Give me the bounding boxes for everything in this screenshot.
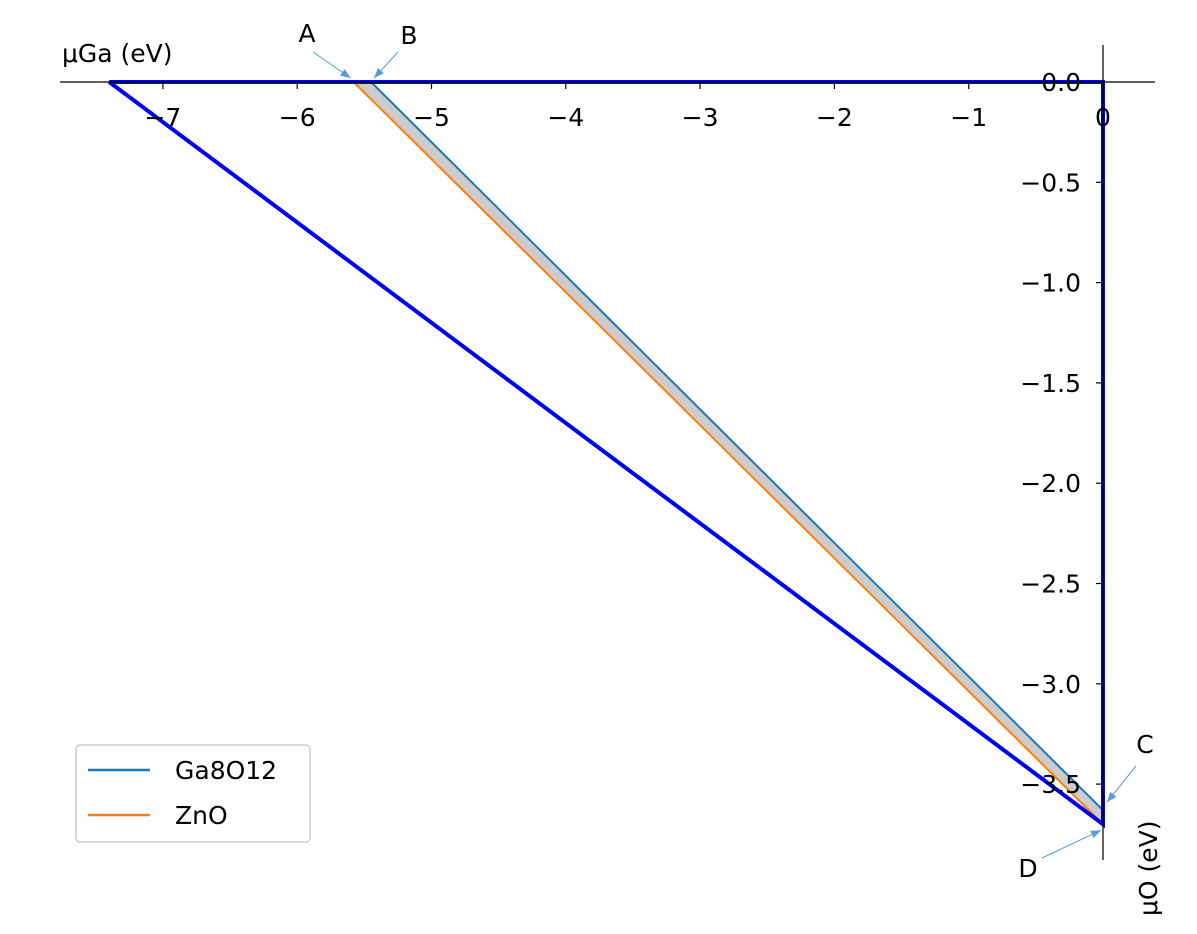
x-axis-title: μGa (eV) xyxy=(62,39,173,68)
y-tick-label: −1.0 xyxy=(1020,269,1081,298)
annotation-arrow-d xyxy=(1041,829,1102,859)
boundary-line xyxy=(107,80,1105,829)
annotation-label-d: D xyxy=(1018,854,1037,883)
series-line-ga8o12 xyxy=(370,81,1104,811)
y-axis-title: μO (eV) xyxy=(1134,820,1163,916)
series-line-zno xyxy=(352,81,1104,825)
y-tick-label: −2.0 xyxy=(1020,469,1081,498)
x-tick-label: −3 xyxy=(682,103,719,132)
x-tick-label: −4 xyxy=(547,103,584,132)
annotation-arrowhead-a xyxy=(340,69,351,78)
series-layer xyxy=(352,81,1104,825)
y-tick-label: −3.5 xyxy=(1020,770,1081,799)
y-tick-label: −0.5 xyxy=(1020,168,1081,197)
annotation-arrowhead-c xyxy=(1107,791,1117,803)
x-tick-label: −5 xyxy=(413,103,450,132)
annotation-label-a: A xyxy=(298,19,315,48)
annotation-arrowhead-d xyxy=(1090,830,1101,839)
y-tick-label: −3.0 xyxy=(1020,670,1081,699)
x-tick-label: −6 xyxy=(279,103,316,132)
x-tick-label: 0 xyxy=(1095,103,1111,132)
x-tick-label: −7 xyxy=(144,103,181,132)
y-tick-label: −2.5 xyxy=(1020,570,1081,599)
y-tick-label: −1.5 xyxy=(1020,369,1081,398)
annotation-label-c: C xyxy=(1136,730,1153,759)
annotation-label-b: B xyxy=(400,21,417,50)
annotation-arrowhead-b xyxy=(374,67,384,78)
x-tick-label: −1 xyxy=(950,103,987,132)
x-tick-label: −2 xyxy=(816,103,853,132)
boundary-layer xyxy=(107,80,1105,829)
legend: Ga8O12 ZnO xyxy=(75,744,311,843)
y-tick-label: 0.0 xyxy=(1041,68,1081,97)
annotation-layer: A B C D xyxy=(298,19,1153,883)
axes-layer: −7 −6 −5 −4 −3 −2 −1 0 0.0 −0.5 −1.0 −1.5 −2.0 −2.5 −3… xyxy=(60,45,1155,860)
legend-label-zno: ZnO xyxy=(175,801,228,830)
legend-label-ga8o12: Ga8O12 xyxy=(175,756,277,785)
